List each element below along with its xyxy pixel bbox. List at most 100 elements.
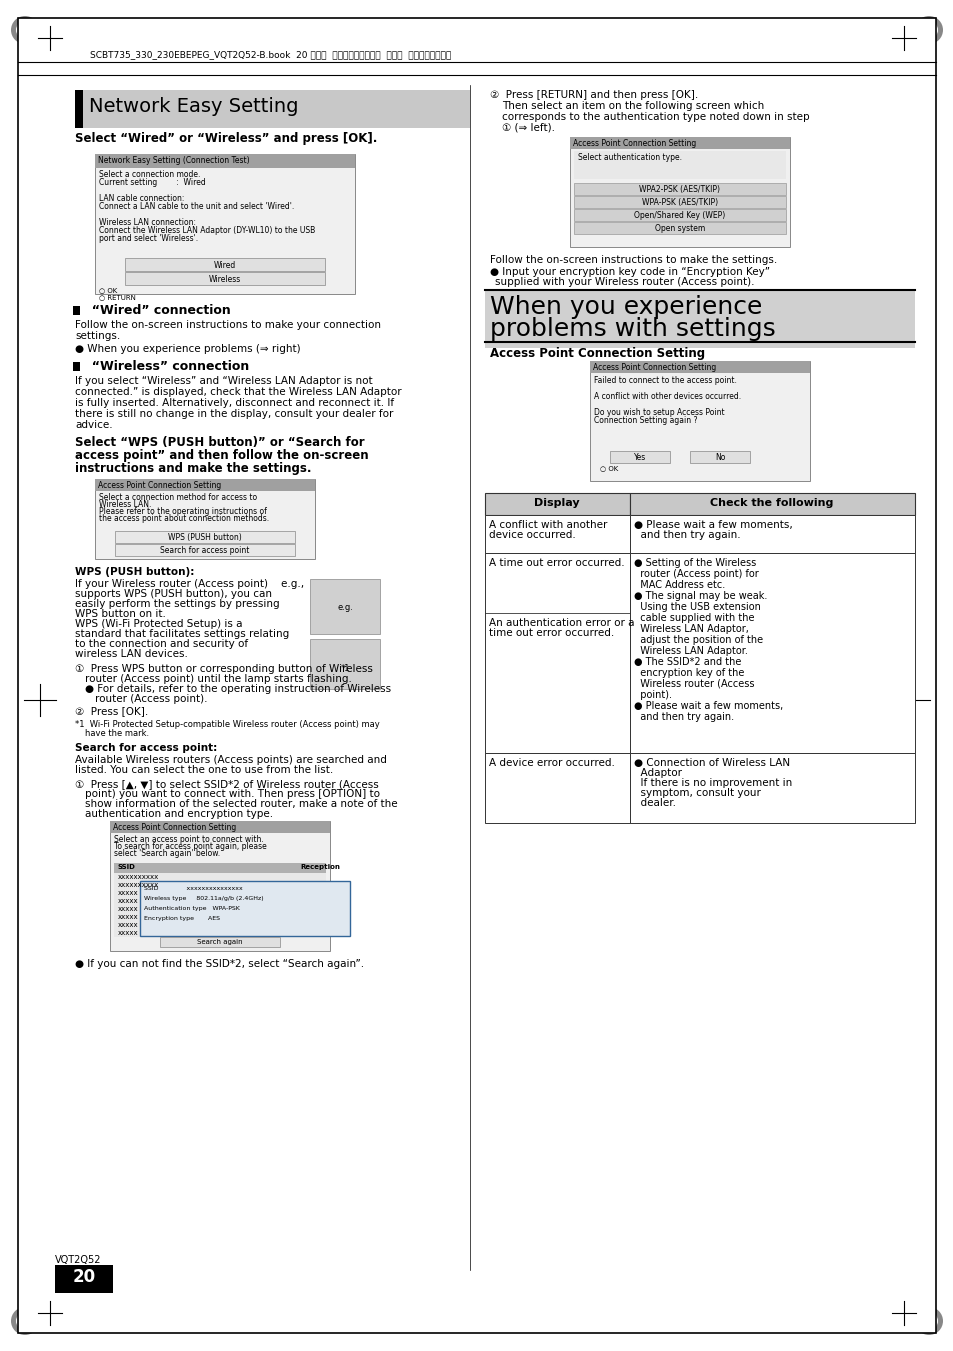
Bar — [75, 91, 470, 128]
Bar — [484, 553, 629, 753]
Text: and then try again.: and then try again. — [634, 712, 734, 721]
Text: A device error occurred.: A device error occurred. — [489, 758, 615, 767]
Text: problems with settings: problems with settings — [490, 317, 775, 340]
Text: xxxxx: xxxxx — [118, 898, 138, 904]
Bar — [569, 136, 789, 149]
Bar — [73, 305, 80, 315]
Text: WPA-PSK (AES/TKIP): WPA-PSK (AES/TKIP) — [641, 199, 718, 207]
Bar — [113, 921, 164, 929]
Text: “Wired” connection: “Wired” connection — [83, 304, 231, 317]
Text: “Wireless” connection: “Wireless” connection — [83, 359, 249, 373]
Bar — [95, 480, 314, 490]
Text: Adaptor: Adaptor — [634, 767, 681, 778]
Text: No: No — [714, 453, 724, 462]
Text: Current setting        :  Wired: Current setting : Wired — [99, 178, 206, 186]
Text: Access Point Connection Setting: Access Point Connection Setting — [98, 481, 221, 490]
Text: Using the USB extension: Using the USB extension — [634, 603, 760, 612]
Text: Check the following: Check the following — [710, 499, 833, 508]
Text: VQT2Q52: VQT2Q52 — [55, 1255, 101, 1265]
Text: ○ OK: ○ OK — [599, 465, 618, 471]
Bar — [73, 362, 80, 372]
Bar — [75, 91, 83, 128]
Bar — [110, 821, 330, 834]
Bar — [484, 290, 914, 349]
Text: Select “Wired” or “Wireless” and press [OK].: Select “Wired” or “Wireless” and press [… — [75, 132, 377, 145]
Text: adjust the position of the: adjust the position of the — [634, 635, 762, 644]
Circle shape — [919, 22, 937, 39]
Text: ● When you experience problems (⇒ right): ● When you experience problems (⇒ right) — [75, 345, 300, 354]
Text: To search for access point again, please: To search for access point again, please — [113, 842, 267, 851]
Text: Search for access point:: Search for access point: — [75, 743, 217, 753]
Text: ● Please wait a few moments,: ● Please wait a few moments, — [634, 520, 792, 530]
Text: MAC Address etc.: MAC Address etc. — [634, 580, 724, 590]
Text: Wireless: Wireless — [209, 276, 241, 284]
Text: Failed to connect to the access point.: Failed to connect to the access point. — [594, 376, 736, 385]
Text: Then select an item on the following screen which: Then select an item on the following scr… — [501, 101, 763, 111]
Bar — [574, 209, 785, 222]
Text: 20: 20 — [72, 1269, 95, 1286]
Text: When you experience: When you experience — [490, 295, 761, 319]
Text: WPA2-PSK (AES/TKIP): WPA2-PSK (AES/TKIP) — [639, 185, 720, 195]
Bar — [629, 553, 914, 753]
Text: listed. You can select the one to use from the list.: listed. You can select the one to use fr… — [75, 765, 333, 775]
Text: point).: point). — [634, 690, 671, 700]
Text: Select a connection method for access to: Select a connection method for access to — [99, 493, 257, 503]
Circle shape — [16, 1312, 34, 1329]
Text: If there is no improvement in: If there is no improvement in — [634, 778, 791, 788]
Text: xxxxx: xxxxx — [118, 929, 138, 936]
Text: ● For details, refer to the operating instruction of Wireless: ● For details, refer to the operating in… — [85, 684, 391, 694]
Bar — [115, 544, 294, 557]
Text: Reception: Reception — [299, 865, 339, 870]
Bar — [609, 451, 669, 463]
Bar — [484, 753, 629, 823]
Bar — [113, 863, 326, 873]
Text: Connect a LAN cable to the unit and select 'Wired'.: Connect a LAN cable to the unit and sele… — [99, 203, 294, 211]
Text: ● The signal may be weak.: ● The signal may be weak. — [634, 590, 766, 601]
Text: Available Wireless routers (Access points) are searched and: Available Wireless routers (Access point… — [75, 755, 387, 765]
Bar — [689, 451, 749, 463]
Bar — [113, 905, 164, 913]
Text: Access Point Connection Setting: Access Point Connection Setting — [112, 823, 236, 832]
Bar — [589, 361, 809, 481]
Bar — [140, 881, 350, 936]
Bar — [95, 154, 355, 168]
Circle shape — [919, 1312, 937, 1329]
Text: Select an access point to connect with.: Select an access point to connect with. — [113, 835, 263, 844]
Bar — [160, 938, 280, 947]
Text: Search again: Search again — [197, 939, 243, 944]
Text: WPS (Wi-Fi Protected Setup) is a: WPS (Wi-Fi Protected Setup) is a — [75, 619, 242, 630]
Text: Network Easy Setting: Network Easy Setting — [89, 97, 298, 116]
Text: access point” and then follow the on-screen: access point” and then follow the on-scr… — [75, 449, 368, 462]
Text: Wireless LAN Adaptor,: Wireless LAN Adaptor, — [634, 624, 748, 634]
Text: Open/Shared Key (WEP): Open/Shared Key (WEP) — [634, 211, 725, 220]
Text: WPS button on it.: WPS button on it. — [75, 609, 166, 619]
Text: xxxxx: xxxxx — [118, 921, 138, 928]
Bar — [484, 493, 629, 515]
Text: SSID: SSID — [118, 865, 135, 870]
Text: easily perform the settings by pressing: easily perform the settings by pressing — [75, 598, 279, 609]
Circle shape — [11, 16, 39, 45]
Text: corresponds to the authentication type noted down in step: corresponds to the authentication type n… — [501, 112, 809, 122]
Text: wireless LAN devices.: wireless LAN devices. — [75, 648, 188, 659]
Text: SSID              xxxxxxxxxxxxxxx: SSID xxxxxxxxxxxxxxx — [144, 886, 242, 892]
Text: Wireless router (Access: Wireless router (Access — [634, 680, 754, 689]
Circle shape — [16, 22, 34, 39]
Text: Access Point Connection Setting: Access Point Connection Setting — [593, 363, 716, 372]
Text: connected.” is displayed, check that the Wireless LAN Adaptor: connected.” is displayed, check that the… — [75, 386, 401, 397]
Text: select 'Search again' below.: select 'Search again' below. — [113, 848, 220, 858]
Text: e.g.: e.g. — [336, 603, 353, 612]
Bar — [113, 873, 326, 881]
Text: Wireless LAN Adaptor.: Wireless LAN Adaptor. — [634, 646, 747, 657]
Bar — [110, 821, 330, 951]
Bar — [113, 881, 326, 889]
Text: router (Access point) until the lamp starts flashing.: router (Access point) until the lamp sta… — [85, 674, 352, 684]
Text: ● Setting of the Wireless: ● Setting of the Wireless — [634, 558, 756, 567]
Text: ● Please wait a few moments,: ● Please wait a few moments, — [634, 701, 782, 711]
Text: ● Input your encryption key code in “Encryption Key”: ● Input your encryption key code in “Enc… — [490, 267, 769, 277]
Bar — [125, 258, 325, 272]
Bar — [310, 580, 379, 634]
Text: authentication and encryption type.: authentication and encryption type. — [85, 809, 273, 819]
Text: ①  Press WPS button or corresponding button of Wireless: ① Press WPS button or corresponding butt… — [75, 663, 373, 674]
Text: device occurred.: device occurred. — [489, 530, 576, 540]
Text: have the mark.: have the mark. — [85, 730, 149, 738]
